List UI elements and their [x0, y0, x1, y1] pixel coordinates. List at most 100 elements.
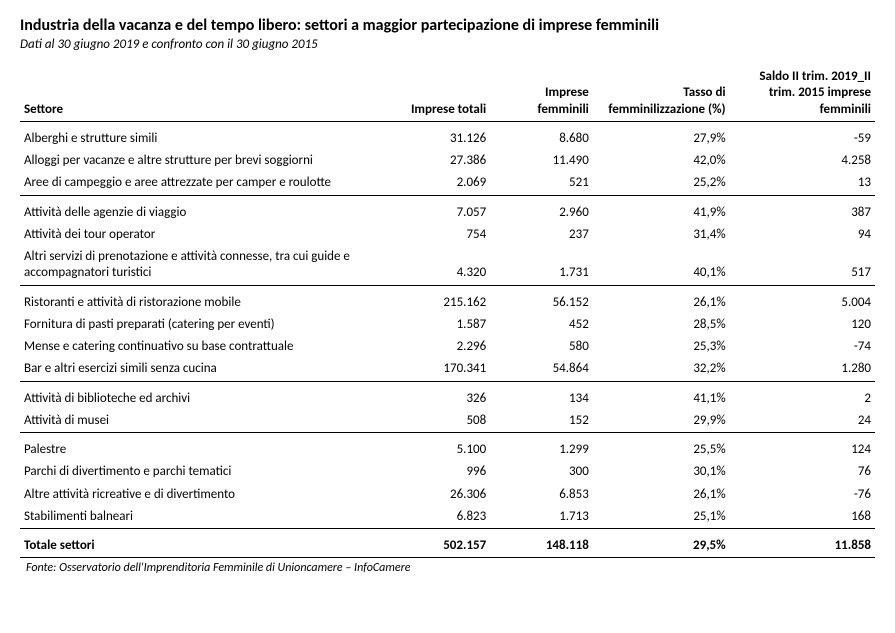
table-row: Attività delle agenzie di viaggio7.0572.… [20, 202, 875, 224]
cell-label: Fornitura di pasti preparati (catering p… [20, 314, 396, 336]
cell-femminili: 452 [490, 314, 593, 336]
cell-label: Alberghi e strutture simili [20, 128, 396, 150]
cell-tasso: 41,9% [593, 202, 730, 224]
cell-totali: 2.296 [396, 336, 490, 358]
table-row: Aree di campeggio e aree attrezzate per … [20, 172, 875, 195]
cell-label: Palestre [20, 439, 396, 461]
cell-tasso: 31,4% [593, 224, 730, 246]
table-row: Fornitura di pasti preparati (catering p… [20, 314, 875, 336]
table-row: Alloggi per vacanze e altre strutture pe… [20, 150, 875, 172]
cell-tasso: 25,3% [593, 336, 730, 358]
table-row: Stabilimenti balneari6.8231.71325,1%168 [20, 506, 875, 529]
table-row: Parchi di divertimento e parchi tematici… [20, 461, 875, 483]
cell-totali: 26.306 [396, 484, 490, 506]
cell-tasso: 40,1% [593, 246, 730, 285]
cell-femminili: 300 [490, 461, 593, 483]
cell-label: Alloggi per vacanze e altre strutture pe… [20, 150, 396, 172]
cell-femminili: 237 [490, 224, 593, 246]
table-row: Alberghi e strutture simili31.1268.68027… [20, 128, 875, 150]
table-total-row: Totale settori502.157148.11829,5%11.858 [20, 535, 875, 558]
cell-totali: 170.341 [396, 358, 490, 381]
cell-saldo: -76 [730, 484, 875, 506]
cell-label: Attività di biblioteche ed archivi [20, 388, 396, 410]
cell-totali: 326 [396, 388, 490, 410]
cell-tasso: 25,1% [593, 506, 730, 529]
cell-totali: 996 [396, 461, 490, 483]
cell-femminili: 152 [490, 410, 593, 433]
cell-saldo: 1.280 [730, 358, 875, 381]
table-row: Ristoranti e attività di ristorazione mo… [20, 292, 875, 314]
cell-tasso: 42,0% [593, 150, 730, 172]
table-row: Altre attività ricreative e di divertime… [20, 484, 875, 506]
cell-label: Attività di musei [20, 410, 396, 433]
cell-femminili: 56.152 [490, 292, 593, 314]
cell-saldo: -74 [730, 336, 875, 358]
cell-totali: 4.320 [396, 246, 490, 285]
cell-femminili: 6.853 [490, 484, 593, 506]
cell-totali: 508 [396, 410, 490, 433]
data-table: Settore Imprese totali Imprese femminili… [20, 66, 875, 558]
page-title: Industria della vacanza e del tempo libe… [20, 16, 875, 35]
col-saldo: Saldo II trim. 2019_II trim. 2015 impres… [730, 66, 875, 121]
table-row: Attività dei tour operator75423731,4%94 [20, 224, 875, 246]
col-settore: Settore [20, 66, 396, 121]
cell-label: Stabilimenti balneari [20, 506, 396, 529]
cell-tasso: 26,1% [593, 292, 730, 314]
col-imprese-totali: Imprese totali [396, 66, 490, 121]
cell-totali: 31.126 [396, 128, 490, 150]
cell-femminili: 580 [490, 336, 593, 358]
cell-femminili: 1.299 [490, 439, 593, 461]
cell-totali: 27.386 [396, 150, 490, 172]
cell-tasso: 41,1% [593, 388, 730, 410]
cell-totali: 7.057 [396, 202, 490, 224]
cell-label: Parchi di divertimento e parchi tematici [20, 461, 396, 483]
cell-tasso: 25,2% [593, 172, 730, 195]
cell-femminili: 1.713 [490, 506, 593, 529]
cell-totali: 2.069 [396, 172, 490, 195]
cell-label: Altre attività ricreative e di divertime… [20, 484, 396, 506]
cell-totali: 5.100 [396, 439, 490, 461]
cell-tasso: 29,9% [593, 410, 730, 433]
cell-femminili: 54.864 [490, 358, 593, 381]
table-row: Bar e altri esercizi simili senza cucina… [20, 358, 875, 381]
total-label: Totale settori [20, 535, 396, 558]
total-tasso: 29,5% [593, 535, 730, 558]
table-row: Palestre5.1001.29925,5%124 [20, 439, 875, 461]
total-femminili: 148.118 [490, 535, 593, 558]
cell-saldo: 76 [730, 461, 875, 483]
cell-totali: 754 [396, 224, 490, 246]
cell-label: Attività delle agenzie di viaggio [20, 202, 396, 224]
cell-saldo: 517 [730, 246, 875, 285]
cell-label: Aree di campeggio e aree attrezzate per … [20, 172, 396, 195]
cell-saldo: 13 [730, 172, 875, 195]
cell-femminili: 134 [490, 388, 593, 410]
table-row: Attività di musei50815229,9%24 [20, 410, 875, 433]
cell-totali: 6.823 [396, 506, 490, 529]
cell-femminili: 1.731 [490, 246, 593, 285]
table-header-row: Settore Imprese totali Imprese femminili… [20, 66, 875, 121]
table-row: Altri servizi di prenotazione e attività… [20, 246, 875, 285]
cell-saldo: 168 [730, 506, 875, 529]
cell-saldo: 24 [730, 410, 875, 433]
cell-saldo: 94 [730, 224, 875, 246]
cell-tasso: 28,5% [593, 314, 730, 336]
cell-saldo: 2 [730, 388, 875, 410]
cell-tasso: 26,1% [593, 484, 730, 506]
cell-saldo: 4.258 [730, 150, 875, 172]
total-saldo: 11.858 [730, 535, 875, 558]
cell-femminili: 2.960 [490, 202, 593, 224]
cell-tasso: 25,5% [593, 439, 730, 461]
cell-totali: 215.162 [396, 292, 490, 314]
cell-label: Attività dei tour operator [20, 224, 396, 246]
total-totali: 502.157 [396, 535, 490, 558]
cell-label: Altri servizi di prenotazione e attività… [20, 246, 396, 285]
cell-tasso: 27,9% [593, 128, 730, 150]
page-subtitle: Dati al 30 giugno 2019 e confronto con i… [20, 37, 875, 52]
cell-saldo: -59 [730, 128, 875, 150]
table-row: Mense e catering continuativo su base co… [20, 336, 875, 358]
cell-saldo: 120 [730, 314, 875, 336]
cell-femminili: 11.490 [490, 150, 593, 172]
cell-femminili: 8.680 [490, 128, 593, 150]
cell-label: Mense e catering continuativo su base co… [20, 336, 396, 358]
cell-saldo: 5.004 [730, 292, 875, 314]
